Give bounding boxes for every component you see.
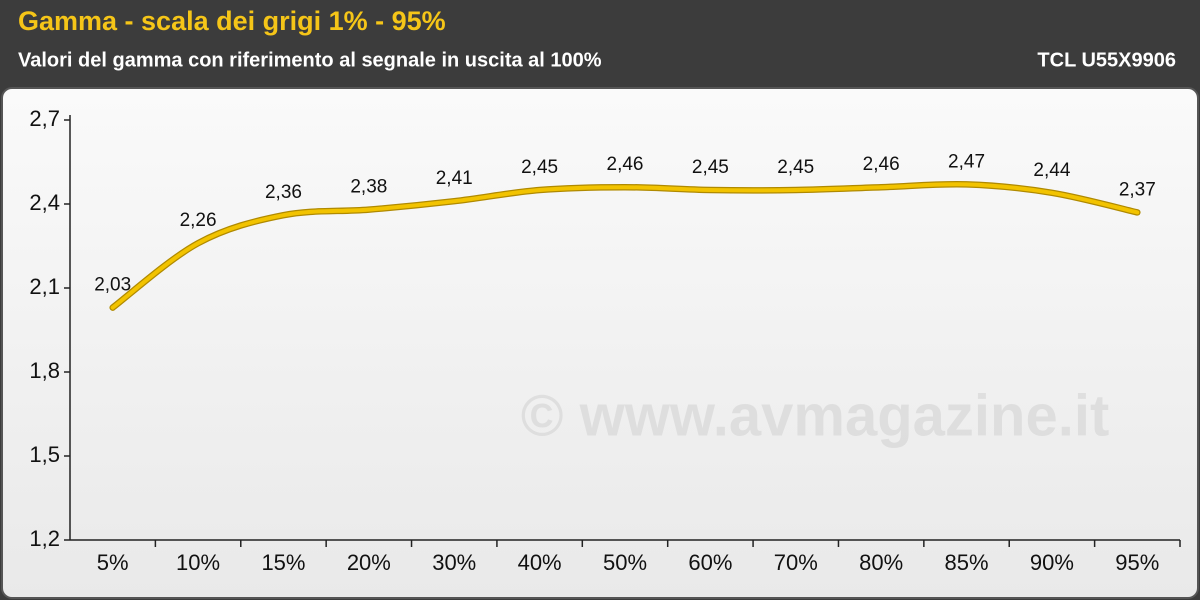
- x-tick-label: 15%: [261, 550, 305, 575]
- data-label: 2,36: [265, 182, 302, 203]
- x-tick-label: 40%: [518, 550, 562, 575]
- data-label: 2,38: [350, 177, 387, 198]
- data-label: 2,47: [948, 151, 985, 172]
- y-tick-label: 1,5: [29, 442, 60, 467]
- x-tick-label: 95%: [1115, 550, 1159, 575]
- data-label: 2,45: [692, 157, 729, 178]
- data-label: 2,03: [94, 275, 131, 296]
- x-tick-label: 30%: [432, 550, 476, 575]
- x-tick-label: 5%: [97, 550, 129, 575]
- line: [110, 182, 1140, 310]
- watermark: © www.avmagazine.it: [521, 383, 1110, 448]
- y-tick-label: 2,1: [29, 274, 60, 299]
- x-tick-label: 70%: [774, 550, 818, 575]
- x-tick-label: 85%: [945, 550, 989, 575]
- data-label: 2,45: [777, 157, 814, 178]
- x-tick-label: 20%: [347, 550, 391, 575]
- y-tick-label: 1,2: [29, 526, 60, 551]
- data-label: 2,41: [436, 168, 473, 189]
- device-name: TCL U55X9906: [1037, 49, 1176, 71]
- x-tick-label: 90%: [1030, 550, 1074, 575]
- header-band: [0, 0, 1200, 86]
- data-label: 2,46: [863, 154, 900, 175]
- data-label: 2,44: [1033, 160, 1070, 181]
- data-label: 2,46: [607, 154, 644, 175]
- data-label: 2,26: [180, 210, 217, 231]
- y-tick-label: 1,8: [29, 358, 60, 383]
- x-tick-label: 50%: [603, 550, 647, 575]
- x-tick-label: 60%: [688, 550, 732, 575]
- x-tick-label: 80%: [859, 550, 903, 575]
- data-label: 2,45: [521, 157, 558, 178]
- data-label: 2,37: [1119, 179, 1156, 200]
- chart-subtitle: Valori del gamma con riferimento al segn…: [18, 49, 602, 71]
- y-tick-label: 2,4: [29, 190, 60, 215]
- chart-panel: [1, 87, 1199, 599]
- x-tick-label: 10%: [176, 550, 220, 575]
- y-tick-label: 2,7: [29, 106, 60, 131]
- chart-title: Gamma - scala dei grigi 1% - 95%: [18, 6, 446, 36]
